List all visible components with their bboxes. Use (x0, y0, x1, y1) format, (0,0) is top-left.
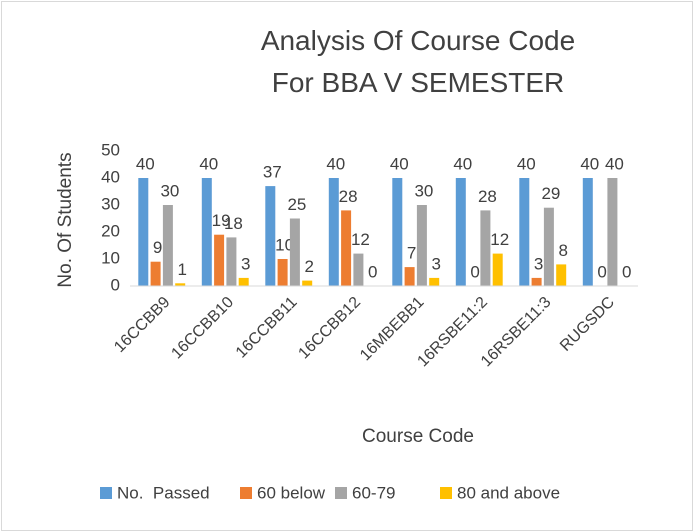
bar (138, 178, 149, 286)
x-tick-label: 16CCBB12 (295, 294, 364, 363)
bar (480, 210, 491, 286)
data-label: 29 (541, 184, 560, 203)
legend-label: 80 and above (457, 483, 560, 502)
x-tick-label: 16CCBB9 (111, 294, 173, 356)
data-label: 18 (224, 214, 243, 233)
data-label: 3 (431, 254, 440, 273)
y-tick-label: 20 (101, 221, 120, 240)
y-tick-label: 10 (101, 248, 120, 267)
bar (556, 264, 567, 286)
legend-label: 60 below (257, 483, 326, 502)
data-label: 40 (453, 154, 472, 173)
data-label: 2 (304, 257, 313, 276)
data-label: 40 (199, 154, 218, 173)
bar (150, 261, 161, 286)
data-label: 0 (597, 262, 606, 281)
data-label: 12 (490, 230, 509, 249)
x-tick-label: 16MBEBB1 (357, 294, 428, 365)
bar (214, 234, 225, 286)
legend-label: No. Passed (117, 483, 210, 502)
y-tick-label: 30 (101, 194, 120, 213)
data-label: 0 (470, 262, 479, 281)
bar (341, 210, 352, 286)
bar (404, 267, 415, 286)
x-tick-label: 16CCBB10 (168, 294, 237, 363)
bar (238, 277, 249, 286)
data-label: 1 (177, 260, 186, 279)
data-label: 28 (478, 187, 497, 206)
x-tick-label: 16CCBB11 (233, 294, 301, 362)
data-label: 8 (558, 241, 567, 260)
bar (302, 280, 313, 286)
data-label: 12 (351, 230, 370, 249)
data-label: 40 (326, 154, 345, 173)
x-tick-label: RUGSDC (557, 294, 618, 355)
bar (607, 178, 618, 286)
data-label: 30 (160, 181, 179, 200)
data-label: 40 (136, 154, 155, 173)
data-label: 25 (287, 195, 306, 214)
bar (162, 205, 173, 286)
data-label: 10 (275, 235, 294, 254)
data-label: 3 (534, 254, 543, 273)
data-label: 28 (339, 187, 358, 206)
bar (392, 178, 403, 286)
legend-label: 60-79 (352, 483, 395, 502)
y-tick-label: 0 (111, 275, 120, 294)
bar (519, 178, 530, 286)
bar (353, 253, 364, 286)
y-axis-label: No. Of Students (55, 152, 76, 287)
data-label: 37 (263, 163, 282, 182)
data-label: 40 (605, 154, 624, 173)
bar (175, 283, 186, 286)
bar (492, 253, 503, 286)
data-label: 0 (622, 262, 631, 281)
data-label: 7 (407, 244, 416, 263)
bar (543, 207, 554, 286)
bar (455, 178, 466, 286)
data-label: 3 (241, 254, 250, 273)
data-label: 19 (212, 211, 231, 230)
data-label: 9 (153, 238, 162, 257)
bar (265, 186, 276, 286)
chart-title: Analysis Of Course Code For BBA V SEMEST… (260, 25, 576, 98)
bar (531, 277, 542, 286)
data-label: 40 (580, 154, 599, 173)
x-axis-label: Course Code (362, 426, 474, 447)
bar (429, 277, 440, 286)
y-tick-label: 40 (101, 167, 120, 186)
data-label: 30 (414, 181, 433, 200)
bar (226, 237, 237, 286)
bar (289, 218, 300, 286)
bar (328, 178, 339, 286)
y-tick-label: 50 (101, 140, 120, 159)
legend-swatch (335, 487, 347, 499)
data-label: 40 (517, 154, 536, 173)
legend-swatch (100, 487, 112, 499)
legend-swatch (440, 487, 452, 499)
bar (582, 178, 593, 286)
data-label: 0 (368, 262, 377, 281)
legend-swatch (240, 487, 252, 499)
bar (201, 178, 212, 286)
bar (277, 259, 288, 286)
bar (416, 205, 427, 286)
data-label: 40 (390, 154, 409, 173)
